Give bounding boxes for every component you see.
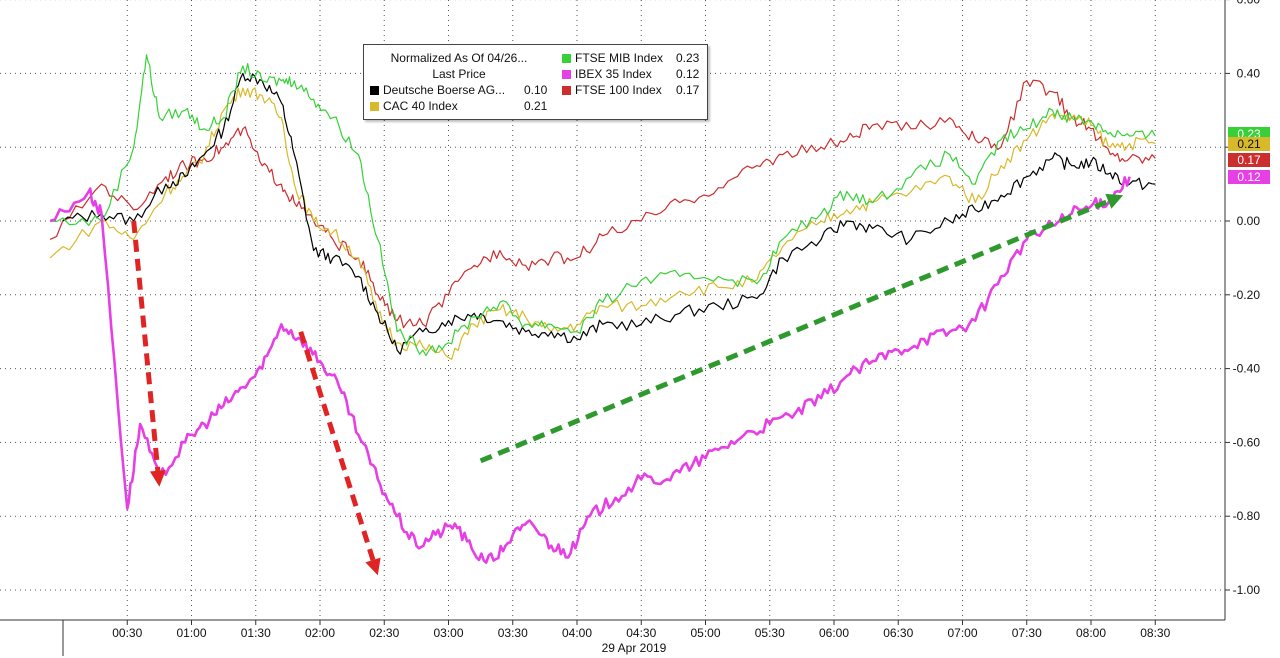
legend-series-name: CAC 40 Index: [383, 99, 458, 113]
x-tick-label: 03:30: [498, 626, 528, 640]
trend-arrow-line: [298, 330, 376, 561]
axes: [0, 0, 1230, 656]
last-value-tag: 0.17: [1237, 153, 1261, 167]
legend-series-value: 0.23: [676, 51, 700, 65]
series-line-ibex-35-index: [49, 176, 1131, 564]
legend-entry: FTSE MIB Index: [562, 51, 663, 65]
legend-entry: Deutsche Boerse AG...: [370, 83, 505, 97]
x-tick-label: 06:00: [819, 626, 849, 640]
legend-entry: IBEX 35 Index: [562, 67, 652, 81]
last-value-tag: 0.21: [1237, 137, 1261, 151]
x-tick-label: 00:30: [112, 626, 142, 640]
legend-swatch: [370, 102, 379, 111]
y-tick-label: -0.60: [1233, 435, 1261, 449]
x-tick-label: 06:30: [883, 626, 913, 640]
legend-series-name: FTSE 100 Index: [575, 83, 662, 97]
legend-subtitle: Last Price: [432, 67, 486, 81]
series-line-ftse-100-index: [49, 79, 1156, 329]
legend-series-value: 0.12: [676, 67, 700, 81]
legend-title: Normalized As Of 04/26...: [390, 51, 528, 65]
legend: Normalized As Of 04/26... Last Price Deu…: [363, 44, 708, 120]
x-tick-label: 08:30: [1140, 626, 1170, 640]
trend-arrow-head: [365, 557, 381, 576]
legend-swatch: [562, 86, 571, 95]
y-tick-label: -0.80: [1233, 509, 1261, 523]
x-tick-label: 03:00: [433, 626, 463, 640]
x-tick-label: 07:00: [947, 626, 977, 640]
trend-arrow-head: [149, 470, 166, 487]
y-tick-label: 0.60: [1237, 0, 1261, 7]
x-tick-label: 05:30: [755, 626, 785, 640]
x-tick-label: 02:00: [305, 626, 335, 640]
legend-swatch: [562, 70, 571, 79]
x-tick-label: 07:30: [1012, 626, 1042, 640]
legend-series-name: IBEX 35 Index: [575, 67, 652, 81]
x-tick-label: 04:30: [626, 626, 656, 640]
last-value-tag-bg: [1228, 137, 1270, 151]
x-tick-labels: 00:30 01:00 01:30 02:00 02:30 03:00 03:30 04:00…: [112, 626, 1170, 640]
x-tick-label: 01:00: [176, 626, 206, 640]
y-tick-labels: 0.600.400.200.00-0.20-0.40-0.60-0.80-1.0…: [1233, 0, 1261, 597]
legend-series-name: FTSE MIB Index: [575, 51, 664, 65]
x-tick-label: 05:00: [690, 626, 720, 640]
x-tick-label: 08:00: [1076, 626, 1106, 640]
trend-arrow-line: [131, 220, 161, 471]
last-value-tags: 0.230.210.170.12: [1228, 127, 1270, 184]
y-tick-label: 0.40: [1237, 66, 1261, 80]
y-tick-label: -0.20: [1233, 288, 1261, 302]
legend-series-name: Deutsche Boerse AG...: [383, 83, 506, 97]
last-value-tag: 0.12: [1237, 170, 1261, 184]
legend-series-value: 0.17: [676, 83, 700, 97]
legend-swatch: [370, 86, 379, 95]
series-line-deutsche-boerse-ag-: [62, 72, 1156, 355]
last-value-tag-bg: [1228, 170, 1270, 184]
y-tick-label: -1.00: [1233, 583, 1261, 597]
trend-arrow-head: [1105, 193, 1124, 209]
legend-series-value: 0.21: [524, 99, 548, 113]
x-tick-label: 04:00: [562, 626, 592, 640]
x-tick-label: 01:30: [241, 626, 271, 640]
legend-entry: FTSE 100 Index: [562, 83, 662, 97]
series-lines: [49, 54, 1156, 564]
legend-series-value: 0.10: [524, 83, 548, 97]
annotation-arrows: [131, 193, 1124, 576]
date-label: 29 Apr 2019: [602, 641, 667, 655]
series-line-cac-40-index: [49, 87, 1156, 360]
x-tick-label: 02:30: [369, 626, 399, 640]
y-tick-label: -0.40: [1233, 362, 1261, 376]
series-line-ftse-mib-index: [50, 54, 1156, 357]
trend-arrow-line: [479, 198, 1110, 464]
last-value-tag-bg: [1228, 153, 1270, 167]
y-tick-label: 0.00: [1237, 214, 1261, 228]
legend-swatch: [562, 54, 571, 63]
legend-entry: CAC 40 Index: [370, 99, 458, 113]
grid-lines: [0, 0, 1225, 620]
